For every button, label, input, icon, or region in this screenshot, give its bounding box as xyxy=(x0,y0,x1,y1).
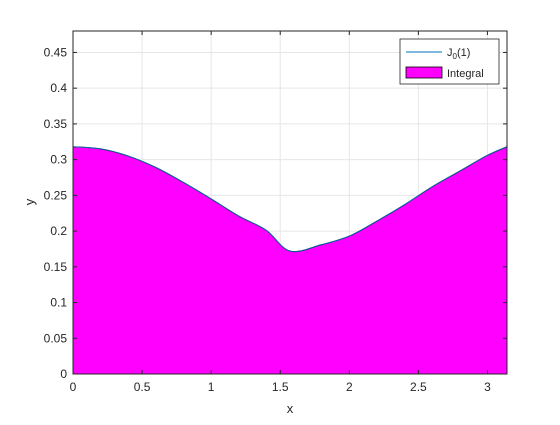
y-tick-label: 0.25 xyxy=(44,188,68,202)
legend-label-line: J0(1) xyxy=(447,47,470,61)
y-tick-label: 0.1 xyxy=(50,296,67,310)
legend: J0(1) Integral xyxy=(399,38,500,85)
plot-area-frame xyxy=(72,30,508,375)
y-axis-label: y xyxy=(22,198,37,205)
x-axis-label: x xyxy=(287,401,294,416)
y-tick-label: 0.2 xyxy=(50,224,67,238)
x-tick-label: 1 xyxy=(208,380,215,394)
y-tick-label: 0.15 xyxy=(44,260,68,274)
y-tick-label: 0.35 xyxy=(44,117,68,131)
data-layer xyxy=(72,145,508,375)
y-tick-label: 0.4 xyxy=(50,81,67,95)
series-line-j0 xyxy=(72,146,508,252)
legend-label-area: Integral xyxy=(447,68,484,80)
legend-swatch-area xyxy=(405,66,443,79)
legend-label-tail: (1) xyxy=(457,47,470,59)
legend-label-sub: 0 xyxy=(453,52,458,61)
y-tick-label: 0.45 xyxy=(44,45,68,59)
y-tick-label: 0.3 xyxy=(50,153,67,167)
x-tick-label: 2.5 xyxy=(410,380,427,394)
y-tick-label: 0.05 xyxy=(44,331,68,345)
y-tick-label: 0 xyxy=(60,367,67,381)
x-tick-label: 0 xyxy=(70,380,77,394)
legend-label-main: J xyxy=(447,47,453,59)
ticks: 0 0.5 1 1.5 2 2.5 3 0 0.05 0.1 0.15 0.2 0.25 0.3 0.35 0… xyxy=(44,31,507,394)
x-tick-label: 1.5 xyxy=(272,380,289,394)
x-tick-label: 2 xyxy=(346,380,353,394)
x-tick-label: 3 xyxy=(484,380,491,394)
x-tick-label: 0.5 xyxy=(134,380,151,394)
